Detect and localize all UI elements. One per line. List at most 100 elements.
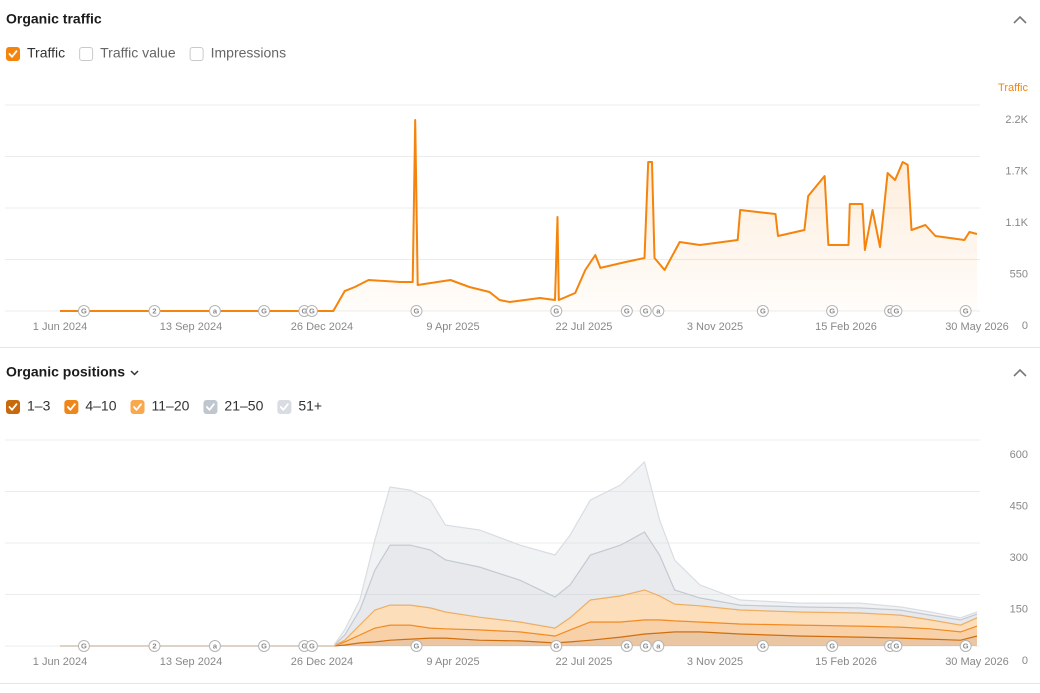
event-marker[interactable] bbox=[620, 305, 633, 317]
event-marker[interactable] bbox=[959, 640, 972, 652]
x-tick-label: 3 Nov 2025 bbox=[687, 656, 743, 668]
event-marker[interactable] bbox=[148, 640, 161, 652]
collapse-chevron[interactable] bbox=[1013, 15, 1027, 24]
section-title: Organic positions bbox=[6, 364, 125, 380]
y-tick-label: 0 bbox=[1022, 320, 1028, 332]
x-tick-label: 26 Dec 2024 bbox=[291, 321, 353, 333]
event-marker[interactable] bbox=[639, 305, 652, 317]
x-tick-label: 22 Jul 2025 bbox=[556, 656, 613, 668]
legend-checkbox[interactable] bbox=[203, 400, 218, 414]
legend-label[interactable]: Traffic bbox=[27, 45, 65, 61]
event-marker[interactable] bbox=[258, 640, 271, 652]
area-band bbox=[60, 532, 977, 646]
y-tick-label: 1.1K bbox=[1005, 217, 1028, 229]
legend-checkbox[interactable] bbox=[277, 400, 292, 414]
legend-label[interactable]: 21–50 bbox=[224, 398, 263, 414]
series-line bbox=[60, 460, 978, 647]
dropdown-chevron[interactable] bbox=[130, 370, 139, 376]
y-tick-label: 550 bbox=[1010, 268, 1028, 280]
event-marker-label: G bbox=[829, 306, 835, 315]
legend-checkbox[interactable] bbox=[189, 47, 204, 61]
x-tick-label: 15 Feb 2026 bbox=[815, 321, 877, 333]
event-marker[interactable] bbox=[890, 305, 903, 317]
legend-label[interactable]: Impressions bbox=[211, 45, 286, 61]
section-title: Organic traffic bbox=[6, 11, 102, 27]
y-tick-label: 600 bbox=[1010, 449, 1028, 461]
checkmark bbox=[8, 403, 18, 411]
event-marker[interactable] bbox=[550, 305, 563, 317]
event-marker[interactable] bbox=[208, 640, 221, 652]
y-tick-label: 150 bbox=[1010, 603, 1028, 615]
event-marker-label: G bbox=[624, 641, 630, 650]
event-marker[interactable] bbox=[890, 640, 903, 652]
event-marker[interactable] bbox=[620, 640, 633, 652]
event-marker-label: a bbox=[656, 641, 661, 650]
event-marker-label: 2 bbox=[152, 641, 156, 650]
series-line bbox=[60, 619, 978, 647]
x-tick-label: 22 Jul 2025 bbox=[556, 321, 613, 333]
area-band bbox=[60, 619, 977, 646]
collapse-chevron[interactable] bbox=[1013, 368, 1027, 377]
event-marker[interactable] bbox=[77, 305, 90, 317]
event-marker-label: G bbox=[553, 641, 559, 650]
legend-checkbox[interactable] bbox=[130, 400, 145, 414]
event-marker-label: G bbox=[301, 641, 307, 650]
checkmark bbox=[66, 403, 76, 411]
area-band bbox=[60, 590, 977, 646]
checkmark bbox=[8, 50, 18, 58]
event-marker[interactable] bbox=[305, 640, 318, 652]
event-marker-label: 2 bbox=[152, 306, 156, 315]
event-marker[interactable] bbox=[410, 305, 423, 317]
series-line bbox=[60, 631, 978, 647]
x-tick-label: 1 Jun 2024 bbox=[33, 321, 87, 333]
event-marker[interactable] bbox=[258, 305, 271, 317]
legend-checkbox[interactable] bbox=[79, 47, 94, 61]
event-marker-label: G bbox=[893, 641, 899, 650]
event-marker[interactable] bbox=[826, 640, 839, 652]
event-marker[interactable] bbox=[652, 305, 665, 317]
event-marker-label: G bbox=[624, 306, 630, 315]
legend-checkbox[interactable] bbox=[64, 400, 79, 414]
event-marker-label: G bbox=[760, 306, 766, 315]
event-marker[interactable] bbox=[148, 305, 161, 317]
event-marker-label: G bbox=[301, 306, 307, 315]
event-marker[interactable] bbox=[550, 640, 563, 652]
x-tick-label: 9 Apr 2025 bbox=[426, 321, 479, 333]
event-marker-label: G bbox=[963, 306, 969, 315]
event-marker-label: G bbox=[643, 306, 649, 315]
legend-label[interactable]: 51+ bbox=[298, 398, 322, 414]
event-marker[interactable] bbox=[410, 640, 423, 652]
legend-label[interactable]: 1–3 bbox=[27, 398, 51, 414]
event-marker[interactable] bbox=[77, 640, 90, 652]
event-marker-label: G bbox=[261, 306, 267, 315]
series-line bbox=[60, 589, 978, 647]
legend-label[interactable]: 11–20 bbox=[152, 398, 190, 414]
legend-checkbox[interactable] bbox=[6, 47, 20, 61]
area-band bbox=[60, 631, 977, 646]
x-tick-label: 1 Jun 2024 bbox=[33, 656, 87, 668]
y-tick-label: 450 bbox=[1010, 500, 1028, 512]
x-tick-label: 13 Sep 2024 bbox=[160, 321, 222, 333]
event-marker[interactable] bbox=[208, 305, 221, 317]
event-marker-label: G bbox=[760, 641, 766, 650]
x-tick-label: 26 Dec 2024 bbox=[291, 656, 353, 668]
event-marker[interactable] bbox=[959, 305, 972, 317]
event-marker[interactable] bbox=[826, 305, 839, 317]
area-band bbox=[60, 462, 977, 646]
y-tick-label: 300 bbox=[1010, 552, 1028, 564]
event-marker[interactable] bbox=[305, 305, 318, 317]
event-marker[interactable] bbox=[756, 305, 769, 317]
series-line bbox=[60, 531, 978, 647]
legend-label[interactable]: 4–10 bbox=[85, 398, 116, 414]
legend-checkbox[interactable] bbox=[6, 400, 20, 414]
event-marker[interactable] bbox=[756, 640, 769, 652]
legend-label[interactable]: Traffic value bbox=[100, 45, 176, 61]
event-marker-label: G bbox=[81, 641, 87, 650]
event-marker[interactable] bbox=[652, 640, 665, 652]
event-marker-label: G bbox=[309, 306, 315, 315]
event-marker-label: G bbox=[261, 641, 267, 650]
event-marker[interactable] bbox=[639, 640, 652, 652]
event-marker-label: G bbox=[414, 641, 420, 650]
event-marker-label: G bbox=[893, 306, 899, 315]
